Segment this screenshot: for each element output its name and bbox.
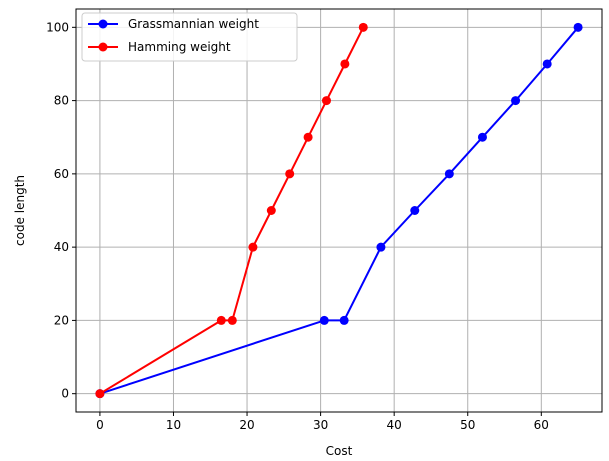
- data-point: [358, 22, 368, 32]
- data-point: [477, 132, 487, 142]
- data-point: [303, 132, 313, 142]
- legend: Grassmannian weight Hamming weight: [81, 12, 298, 62]
- series-1: [95, 22, 368, 399]
- series-0: [95, 22, 583, 399]
- y-tick-label: 80: [54, 94, 69, 108]
- data-point: [376, 242, 386, 252]
- data-point: [542, 59, 552, 69]
- data-point: [340, 59, 350, 69]
- y-tick-label: 60: [54, 167, 69, 181]
- y-axis-label: code length: [13, 175, 27, 246]
- series-line: [99, 26, 579, 395]
- data-point: [319, 315, 329, 325]
- y-tick-label: 40: [54, 240, 69, 254]
- x-tick-label: 60: [534, 418, 549, 432]
- data-point: [227, 315, 237, 325]
- legend-box: [81, 12, 298, 62]
- legend-entry: Hamming weight: [88, 40, 231, 54]
- data-point: [573, 22, 583, 32]
- x-axis-label: Cost: [326, 444, 353, 458]
- data-point: [339, 315, 349, 325]
- x-tick-label: 10: [166, 418, 181, 432]
- data-point: [216, 315, 226, 325]
- x-tick-label: 40: [387, 418, 402, 432]
- x-tick-label: 30: [313, 418, 328, 432]
- data-point: [285, 169, 295, 179]
- y-tick-label: 0: [61, 387, 69, 401]
- plot-area-frame: [75, 8, 603, 413]
- legend-marker: [98, 19, 108, 29]
- data-point: [410, 206, 420, 215]
- data-point: [444, 169, 454, 179]
- data-point: [248, 242, 258, 252]
- data-point: [266, 206, 276, 215]
- data-point: [321, 96, 331, 106]
- series-group: [95, 22, 583, 399]
- grid: [76, 9, 602, 412]
- legend-label: Hamming weight: [128, 40, 231, 54]
- y-tick-label: 100: [46, 20, 69, 34]
- x-tick-label: 50: [460, 418, 475, 432]
- legend-entry: Grassmannian weight: [88, 17, 259, 31]
- series-line: [99, 26, 365, 395]
- y-tick-label: 20: [54, 313, 69, 327]
- legend-label: Grassmannian weight: [128, 17, 259, 31]
- y-axis-ticks: 0 20 40 60 80 100: [46, 20, 76, 401]
- x-axis-ticks: 0 10 20 30 40 50 60: [96, 412, 549, 432]
- x-tick-label: 0: [96, 418, 104, 432]
- x-tick-label: 20: [239, 418, 254, 432]
- data-point: [511, 96, 521, 106]
- data-point: [95, 389, 105, 399]
- legend-marker: [98, 42, 108, 52]
